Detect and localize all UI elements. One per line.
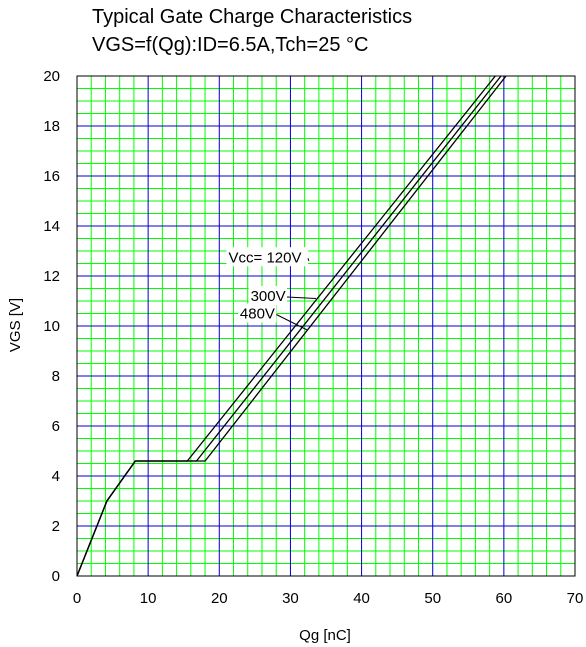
chart-axes: 0 10 20 30 40 50 60 70 0 2 4 6 8 10 12 14 16 18 20	[43, 68, 583, 607]
annotation-leader-line	[307, 258, 310, 262]
x-tick-label: 60	[496, 590, 513, 607]
x-tick-label: 30	[282, 590, 299, 607]
series-annotation-3: 480V	[240, 306, 275, 323]
annotation-background	[237, 303, 277, 323]
y-tick-label: 4	[52, 468, 60, 485]
x-tick-label: 50	[424, 590, 441, 607]
x-tick-label: 0	[73, 590, 81, 607]
y-tick-label: 20	[43, 68, 60, 85]
annotation-background	[248, 286, 287, 305]
annotation-background	[226, 247, 308, 267]
chart-title: Typical Gate Charge Characteristics	[92, 6, 413, 28]
series-annotation-2: 300V	[251, 288, 286, 305]
annotation-leader-line	[276, 314, 308, 331]
chart-series	[76, 75, 507, 577]
series-line-3	[76, 75, 507, 577]
x-tick-label: 40	[353, 590, 370, 607]
y-axis-label: VGS [V]	[7, 298, 24, 352]
y-tick-label: 16	[43, 168, 60, 185]
y-tick-label: 0	[52, 568, 60, 585]
y-tick-label: 8	[52, 368, 60, 385]
y-tick-label: 6	[52, 418, 60, 435]
y-tick-label: 12	[43, 268, 60, 285]
x-tick-label: 70	[567, 590, 584, 607]
y-tick-label: 2	[52, 518, 60, 535]
x-tick-label: 20	[211, 590, 228, 607]
chart-grid	[76, 75, 576, 577]
x-axis-label: Qg [nC]	[299, 627, 351, 644]
y-tick-label: 10	[43, 318, 60, 335]
series-annotation-1: Vcc= 120V	[229, 249, 302, 266]
x-tick-label: 10	[140, 590, 157, 607]
annotation-leader-line	[286, 296, 317, 299]
chart-subtitle: VGS=f(Qg):ID=6.5A,Tch=25 °C	[92, 34, 369, 56]
y-tick-label: 14	[43, 218, 60, 235]
plot-frame	[76, 75, 576, 577]
y-tick-label: 18	[43, 118, 60, 135]
